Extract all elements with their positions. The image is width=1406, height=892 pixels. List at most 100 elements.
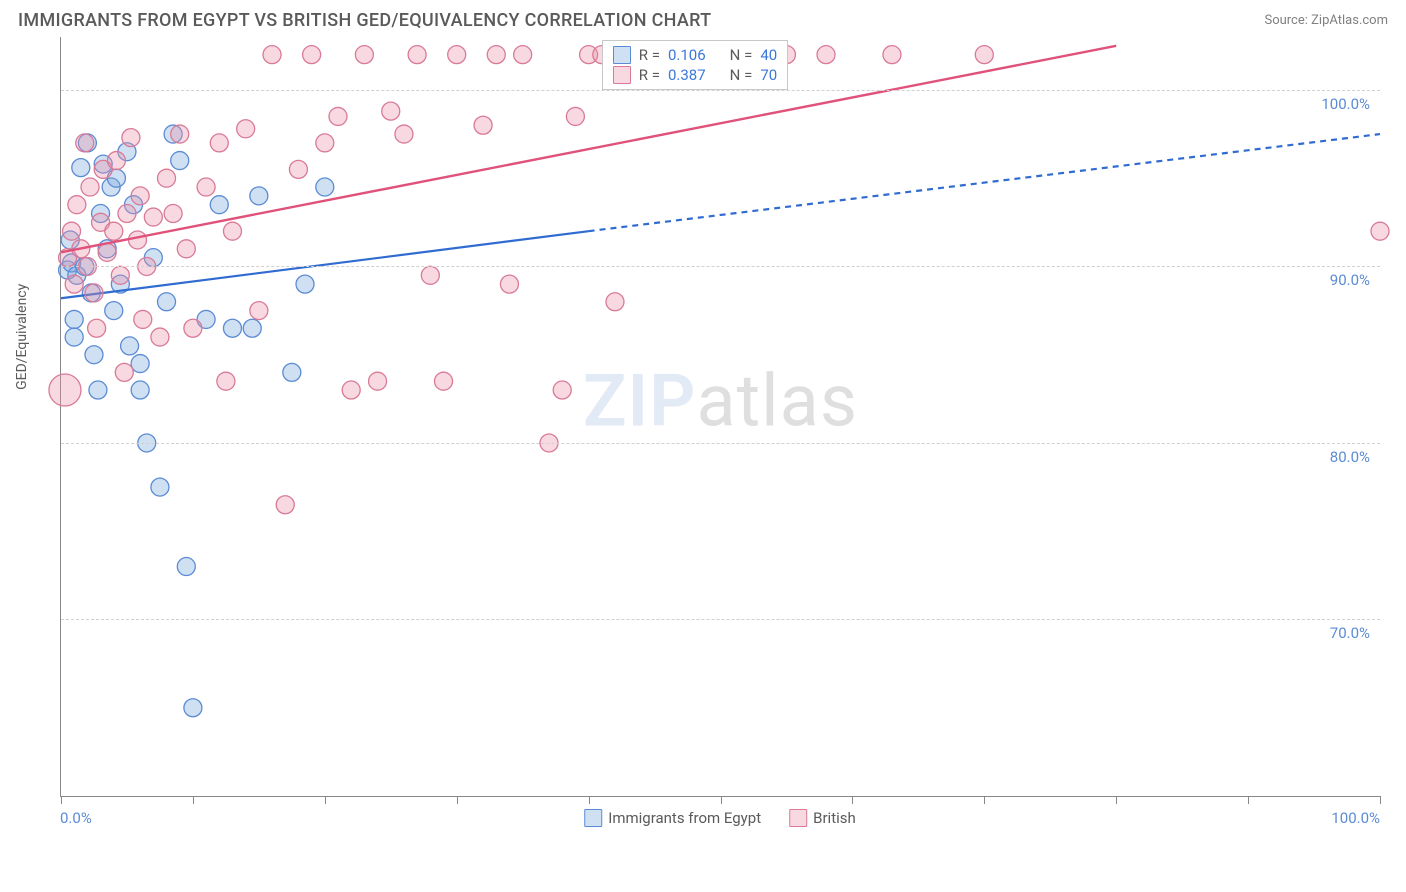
scatter-point-egypt (65, 310, 83, 328)
scatter-point-british (276, 496, 294, 514)
legend-label-british: British (813, 809, 856, 827)
stats-r-label: R = (639, 46, 660, 64)
gridline (61, 266, 1380, 267)
scatter-point-british (197, 178, 215, 196)
y-tick-label: 90.0% (1330, 271, 1370, 289)
stats-r-british: 0.387 (668, 66, 706, 84)
x-tick (193, 796, 194, 804)
legend-item-british: British (789, 809, 856, 827)
x-tick (1380, 796, 1381, 804)
scatter-point-british (129, 231, 147, 249)
scatter-point-british (184, 319, 202, 337)
x-label-max: 100.0% (1331, 809, 1380, 827)
scatter-point-british (68, 196, 86, 214)
scatter-point-british (421, 266, 439, 284)
scatter-point-british (395, 125, 413, 143)
scatter-point-british (134, 310, 152, 328)
stats-row-egypt: R = 0.106 N = 40 (613, 45, 777, 65)
scatter-point-british (210, 134, 228, 152)
scatter-point-british (164, 205, 182, 223)
x-tick (984, 796, 985, 804)
scatter-point-british (98, 243, 116, 261)
x-tick (325, 796, 326, 804)
scatter-point-egypt (223, 319, 241, 337)
scatter-point-british (342, 381, 360, 399)
scatter-point-british (487, 46, 505, 64)
scatter-point-british (289, 160, 307, 178)
scatter-point-egypt (131, 355, 149, 373)
scatter-point-british (817, 46, 835, 64)
y-tick-label: 100.0% (1321, 95, 1370, 113)
x-axis-footer: 0.0% Immigrants from Egypt British 100.0… (60, 809, 1380, 833)
scatter-point-british (553, 381, 571, 399)
scatter-point-british (448, 46, 466, 64)
scatter-point-british (606, 293, 624, 311)
stats-n-label: N = (730, 46, 753, 64)
stats-n-british: 70 (760, 66, 777, 84)
bottom-legend: Immigrants from Egypt British (584, 809, 856, 827)
scatter-point-egypt (151, 478, 169, 496)
scatter-point-british (435, 372, 453, 390)
stats-swatch-british (613, 66, 631, 84)
gridline (61, 619, 1380, 620)
scatter-point-british (408, 46, 426, 64)
scatter-point-british (474, 116, 492, 134)
scatter-point-british (263, 46, 281, 64)
scatter-point-british (151, 328, 169, 346)
legend-swatch-british (789, 809, 807, 827)
legend-label-egypt: Immigrants from Egypt (608, 809, 761, 827)
regression-line-dashed-egypt (589, 134, 1380, 231)
scatter-point-british (171, 125, 189, 143)
scatter-point-egypt (121, 337, 139, 355)
scatter-point-british (177, 240, 195, 258)
gridline (61, 90, 1380, 91)
x-tick (852, 796, 853, 804)
scatter-point-egypt (72, 159, 90, 177)
chart-title: IMMIGRANTS FROM EGYPT VS BRITISH GED/EQU… (18, 10, 711, 31)
scatter-point-british (975, 46, 993, 64)
plot-area: ZIPatlas R = 0.106 N = 40 R = 0.387 N = … (60, 37, 1380, 797)
scatter-point-british (131, 187, 149, 205)
scatter-point-egypt (283, 363, 301, 381)
scatter-point-british (355, 46, 373, 64)
scatter-point-british (111, 266, 129, 284)
scatter-point-egypt (210, 196, 228, 214)
x-tick (457, 796, 458, 804)
scatter-point-british (158, 169, 176, 187)
scatter-point-egypt (131, 381, 149, 399)
scatter-point-egypt (171, 152, 189, 170)
scatter-point-british (237, 120, 255, 138)
legend-item-egypt: Immigrants from Egypt (584, 809, 761, 827)
scatter-point-british (1371, 222, 1389, 240)
y-tick-label: 80.0% (1330, 448, 1370, 466)
scatter-point-british (514, 46, 532, 64)
stats-r-egypt: 0.106 (668, 46, 706, 64)
x-tick (1116, 796, 1117, 804)
x-label-min: 0.0% (60, 809, 92, 827)
scatter-point-egypt (250, 187, 268, 205)
scatter-point-british (122, 129, 140, 147)
scatter-point-british (85, 284, 103, 302)
chart-container: GED/Equivalency ZIPatlas R = 0.106 N = 4… (18, 37, 1388, 833)
chart-header: IMMIGRANTS FROM EGYPT VS BRITISH GED/EQU… (0, 0, 1406, 37)
scatter-point-british (883, 46, 901, 64)
scatter-point-british (144, 208, 162, 226)
scatter-point-british (63, 222, 81, 240)
stats-row-british: R = 0.387 N = 70 (613, 65, 777, 85)
scatter-point-british (65, 275, 83, 293)
y-axis-label: GED/Equivalency (14, 284, 30, 390)
chart-svg (61, 37, 1380, 796)
scatter-point-egypt (65, 328, 83, 346)
x-tick (61, 796, 62, 804)
scatter-point-british (105, 222, 123, 240)
scatter-point-british (500, 275, 518, 293)
scatter-point-british (76, 134, 94, 152)
x-tick (1248, 796, 1249, 804)
scatter-point-british (81, 178, 99, 196)
stats-swatch-egypt (613, 46, 631, 64)
scatter-point-british (49, 374, 81, 406)
scatter-point-british (223, 222, 241, 240)
scatter-point-egypt (89, 381, 107, 399)
scatter-point-british (382, 102, 400, 120)
scatter-point-egypt (184, 699, 202, 717)
